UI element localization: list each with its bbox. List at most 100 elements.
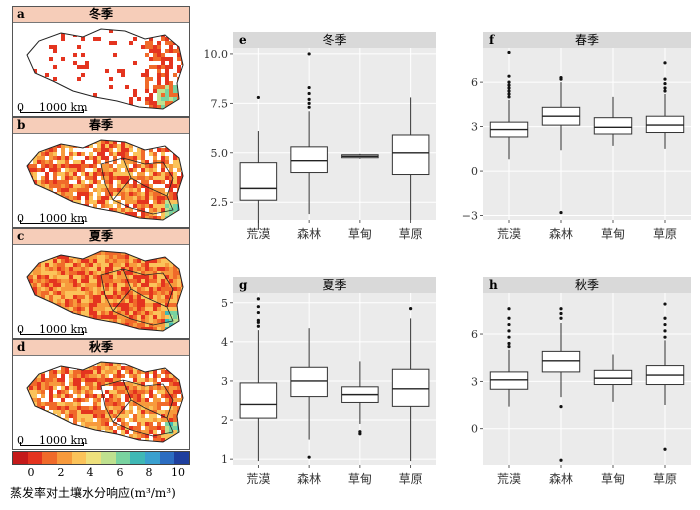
map-title: 夏季 (88, 229, 113, 243)
x-tick-label: 草原 (399, 227, 423, 241)
box (239, 162, 278, 201)
scale-zero: 0 (17, 212, 24, 225)
map-outline (26, 139, 184, 221)
map-header: d 秋季 (13, 340, 189, 356)
color-legend-bar (12, 451, 190, 465)
panel-letter: a (17, 7, 25, 21)
outlier-point (256, 297, 260, 301)
map-image (26, 28, 184, 110)
strip-header (483, 32, 691, 48)
outlier-point (559, 307, 563, 311)
y-tick-label: 2 (221, 414, 228, 427)
outlier-point (663, 302, 667, 306)
legend-swatch (86, 452, 102, 464)
scale-zero: 0 (17, 434, 24, 447)
outlier-point (256, 305, 260, 309)
outlier-point (559, 311, 563, 316)
outlier-point (307, 101, 311, 105)
legend-tick: 8 (145, 466, 153, 479)
y-tick-label: 10.0 (204, 48, 229, 61)
map-outline (26, 28, 184, 110)
x-tick-label: 草甸 (348, 472, 372, 486)
y-tick-label: −3 (462, 210, 478, 223)
y-tick-label: 3 (471, 375, 478, 388)
outlier-point (507, 341, 511, 346)
panel-letter: f (489, 33, 495, 47)
strip-header (233, 277, 436, 293)
outlier-point (307, 52, 311, 56)
outlier-point (663, 322, 667, 327)
map-panel-a: a 冬季 0 1000 km (12, 6, 190, 117)
legend-swatch (71, 452, 87, 464)
outlier-point (307, 455, 311, 459)
ecoregion-boundary (100, 157, 174, 215)
x-tick-label: 森林 (549, 226, 573, 241)
legend-tick: 10 (171, 466, 185, 479)
y-tick-label: 6 (471, 328, 478, 341)
outlier-point (507, 335, 511, 339)
legend-swatch (101, 452, 116, 464)
outlier-point (559, 458, 563, 462)
legend-tick: 4 (86, 466, 94, 479)
outlier-point (559, 76, 563, 80)
boxplot-chart-h: h 秋季 0 3 6 荒漠 森林 草甸 草原 (471, 277, 691, 486)
box (290, 366, 328, 398)
strip-header (233, 32, 436, 48)
boxplot-chart-g: g 夏季 1 2 3 4 5 荒漠 森林 草甸 草原 (221, 277, 436, 486)
outlier-point (507, 89, 511, 93)
outlier-point (559, 405, 563, 409)
y-tick-label: 6 (471, 76, 478, 89)
panel-letter: d (17, 340, 26, 354)
y-tick-label: 0 (471, 165, 478, 178)
scale-zero: 0 (17, 101, 24, 114)
outlier-point (256, 318, 260, 322)
outlier-point (507, 83, 511, 87)
y-tick-label: 5.0 (211, 147, 229, 160)
outlier-point (307, 97, 311, 102)
panel-letter: e (239, 33, 247, 47)
y-tick-label: 7.5 (211, 97, 229, 110)
boxplot-chart-e: e 冬季 2.5 5.0 7.5 10.0 荒漠 森林 草甸 草原 (204, 32, 436, 241)
y-tick-label: 5 (221, 297, 228, 310)
box (541, 350, 581, 373)
y-tick-label: 0 (471, 423, 478, 436)
legend-swatch (57, 452, 72, 464)
outlier-point (307, 105, 311, 109)
outlier-point (307, 85, 311, 90)
boxplot-chart-f: f 春季 −3 0 3 6 荒漠 森林 草甸 草原 (462, 32, 691, 241)
legend-label: 蒸发率对土壤水分响应(m³/m³) (10, 486, 176, 500)
x-tick-label: 草原 (399, 472, 423, 486)
y-tick-label: 4 (221, 336, 228, 349)
outlier-point (507, 95, 511, 99)
outlier-point (507, 322, 511, 327)
x-tick-label: 森林 (549, 471, 573, 486)
outlier-point (663, 89, 667, 93)
legend-swatch (42, 452, 58, 464)
chart-title: 春季 (575, 33, 599, 47)
map-panel-b: b 春季 0 1000 km (12, 117, 190, 228)
box (290, 146, 328, 174)
outlier-point (663, 86, 667, 90)
y-tick-label: 2.5 (211, 196, 229, 209)
map-title: 秋季 (88, 340, 113, 354)
y-tick-label: 3 (471, 121, 478, 134)
map-title: 春季 (88, 118, 113, 132)
y-tick-label: 1 (221, 453, 228, 466)
outlier-point (507, 86, 511, 90)
x-tick-label: 荒漠 (246, 227, 270, 241)
outlier-point (507, 316, 511, 320)
scale-label: 1000 km (39, 212, 88, 225)
box (489, 371, 529, 390)
outlier-point (663, 316, 667, 320)
outlier-point (507, 329, 511, 333)
legend-swatch (130, 452, 146, 464)
outlier-point (663, 329, 667, 333)
panel-letter: h (489, 278, 498, 292)
box (239, 382, 278, 419)
outlier-point (409, 307, 413, 311)
map-panel-d: d 秋季 0 1000 km (12, 339, 190, 450)
ecoregion-boundary (100, 379, 174, 437)
x-tick-label: 草甸 (601, 472, 625, 486)
legend-swatch (159, 452, 175, 464)
legend-swatch (115, 452, 131, 464)
